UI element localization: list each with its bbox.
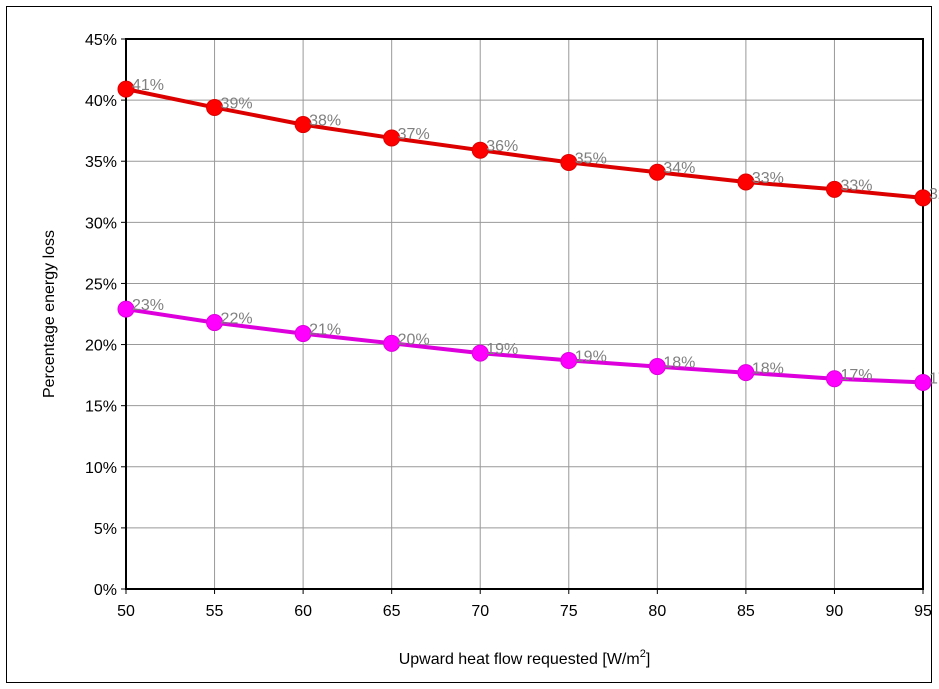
x-axis-label-superscript: 2 [640,648,646,660]
series-2-point [471,344,489,362]
x-axis-label-main: Upward heat flow requested [W/m [399,651,640,668]
series-1-point [825,180,843,198]
x-tick-label: 50 [117,603,135,620]
series-points [117,80,932,391]
series-1-data-label: 33% [752,170,784,187]
series-1-data-label: 36% [486,138,518,155]
series-data-labels: 41% 39% 38% 37% 36% 35% 34% 33% 33% 32% 23% 22% 21% 2… [132,77,939,387]
series-2-data-label: 19% [575,348,607,365]
series-2-point [383,334,401,352]
x-tick-label: 90 [826,603,844,620]
y-axis-ticks: 0% 5% 10% 15% 20% 25% 30% 35% 40% 45% [85,32,126,599]
series-2-line [125,307,924,385]
series-1-data-label: 38% [309,113,341,130]
y-tick-label: 35% [85,154,117,171]
series-2-data-label: 20% [398,331,430,348]
series-2-data-label: 23% [132,297,164,314]
y-tick-label: 10% [85,460,117,477]
series-2-point [737,364,755,382]
series-1-line [125,87,924,200]
series-1-point [737,173,755,191]
series-2-data-label: 18% [663,355,695,372]
series-2-point [206,314,224,332]
series-1-data-label: 33% [840,177,872,194]
x-tick-label: 70 [471,603,489,620]
y-tick-label: 25% [85,276,117,293]
series-1-point [383,129,401,147]
x-tick-label: 55 [206,603,224,620]
series-1-data-label: 37% [398,126,430,143]
y-tick-label: 30% [85,215,117,232]
y-axis-label: Percentage energy loss [41,230,58,398]
y-tick-label: 0% [94,582,117,599]
y-tick-label: 45% [85,32,117,49]
x-tick-label: 95 [914,603,932,620]
series-1-data-label: 32% [929,186,939,203]
series-1-data-label: 41% [132,77,164,94]
series-1-point [117,80,135,98]
x-tick-label: 60 [294,603,312,620]
series-2-data-label: 18% [752,361,784,378]
y-tick-label: 5% [94,521,117,538]
y-tick-label: 40% [85,93,117,110]
series-1-data-label: 35% [575,150,607,167]
series-2-point [117,300,135,318]
series-lines [125,87,924,385]
series-2-data-label: 17% [929,370,939,387]
series-1-point [560,153,578,171]
series-1-point [914,189,932,207]
series-2-point [294,325,312,343]
series-2-point [914,373,932,391]
series-2-point [560,351,578,369]
series-1-point [206,98,224,116]
series-2-data-label: 19% [486,341,518,358]
x-tick-label: 85 [737,603,755,620]
y-tick-label: 20% [85,338,117,355]
series-2-data-label: 17% [840,367,872,384]
series-2-point [825,370,843,388]
x-tick-label: 75 [560,603,578,620]
x-tick-label: 65 [383,603,401,620]
series-1-data-label: 34% [663,160,695,177]
y-tick-label: 15% [85,399,117,416]
series-2-point [648,358,666,376]
series-1-point [648,163,666,181]
x-axis-label-tail: ] [646,651,650,668]
x-axis-label: Upward heat flow requested [W/m2] [399,648,651,668]
series-2-data-label: 22% [221,311,253,328]
series-2-data-label: 21% [309,322,341,339]
x-axis-ticks: 50 55 60 65 70 75 80 85 90 95 [117,589,932,620]
series-1-point [294,116,312,134]
series-1-data-label: 39% [221,95,253,112]
x-tick-label: 80 [648,603,666,620]
series-1-point [471,141,489,159]
